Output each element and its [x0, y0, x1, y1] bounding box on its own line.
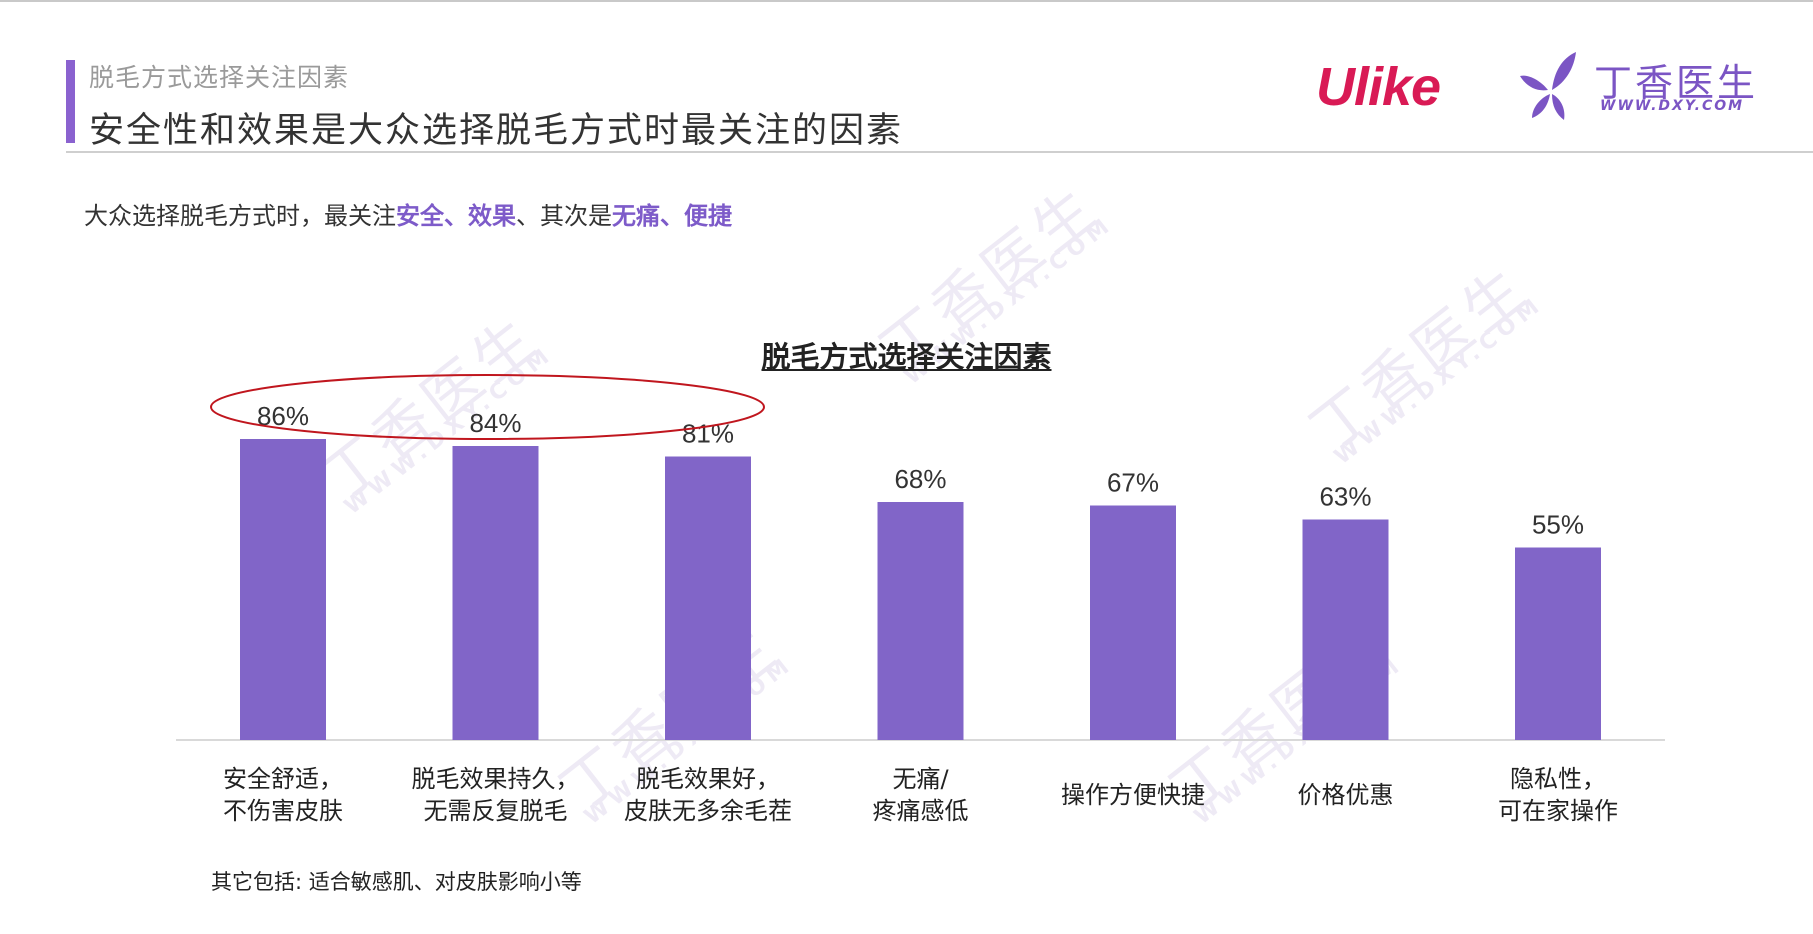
- summary-middle: 、其次是: [516, 202, 612, 230]
- summary-prefix: 大众选择脱毛方式时，最关注: [84, 202, 396, 230]
- bar: [1302, 519, 1389, 740]
- category-label: 安全舒适，: [223, 765, 343, 793]
- bar: [665, 456, 751, 740]
- page-title: 安全性和效果是大众选择脱毛方式时最关注的因素: [89, 111, 904, 151]
- bar-value-label: 68%: [894, 464, 946, 494]
- category-label: 不伤害皮肤: [223, 797, 343, 825]
- header-divider: [66, 151, 1813, 153]
- category-label: 疼痛感低: [873, 797, 969, 825]
- bar-value-label: 63%: [1319, 482, 1371, 512]
- butterfly-icon: [1520, 52, 1576, 120]
- section-label: 脱毛方式选择关注因素: [89, 63, 350, 92]
- bar: [452, 446, 539, 740]
- category-label: 无痛/: [892, 765, 949, 793]
- category-label: 脱毛效果好，: [636, 765, 780, 793]
- highlight-ellipse: [210, 374, 765, 440]
- footnote: 其它包括: 适合敏感肌、对皮肤影响小等: [211, 870, 582, 894]
- category-label: 无需反复脱毛: [424, 797, 568, 825]
- dxy-brand-name: 丁香医生: [1594, 61, 1759, 105]
- category-label: 皮肤无多余毛茬: [624, 797, 792, 825]
- bar-value-label: 67%: [1107, 468, 1159, 498]
- top-border: [0, 0, 1813, 2]
- category-label: 脱毛效果持久，: [412, 765, 580, 793]
- category-label: 可在家操作: [1498, 797, 1618, 825]
- bar: [1090, 505, 1176, 740]
- summary-text: 大众选择脱毛方式时，最关注安全、效果、其次是无痛、便捷: [84, 196, 732, 231]
- summary-highlight-second: 无痛、便捷: [612, 202, 732, 230]
- bar: [877, 502, 964, 740]
- summary-highlight-top: 安全、效果: [396, 202, 516, 230]
- category-label: 价格优惠: [1298, 781, 1394, 809]
- bar: [240, 439, 326, 740]
- bar-value-label: 55%: [1532, 510, 1584, 540]
- title-accent-bar: [66, 60, 75, 143]
- bar: [1515, 547, 1601, 740]
- dxy-brand-url: WWW.DXY.COM: [1600, 98, 1745, 114]
- ulike-logo: Ulike: [1316, 57, 1441, 117]
- category-label: 操作方便快捷: [1061, 781, 1205, 809]
- dxy-logo: 丁香医生 WWW.DXY.COM: [1518, 50, 1755, 124]
- bar-value-label: 84%: [469, 408, 521, 438]
- category-label: 隐私性，: [1510, 765, 1606, 793]
- chart-title: 脱毛方式选择关注因素: [761, 340, 1052, 374]
